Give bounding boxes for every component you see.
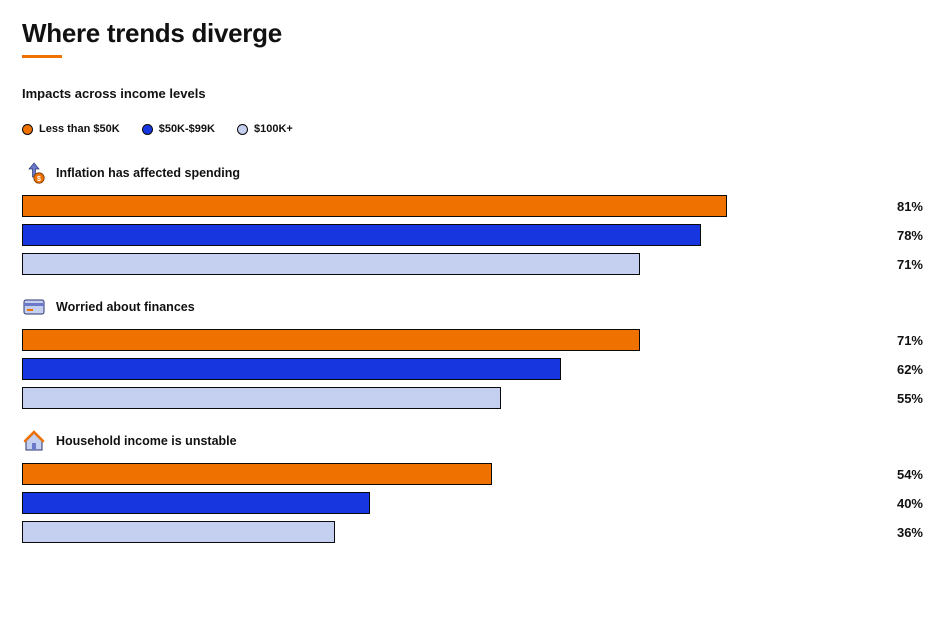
bar-fill [22, 195, 727, 217]
household-icon [22, 429, 46, 453]
bar-track [22, 463, 889, 485]
legend-swatch-1 [142, 124, 153, 135]
bar-track [22, 521, 889, 543]
bar-track [22, 387, 889, 409]
group-header-1: Worried about finances [22, 295, 923, 319]
bar-track [22, 358, 889, 380]
bar-row-1-2: 55% [22, 387, 923, 409]
bar-row-2-0: 54% [22, 463, 923, 485]
bar-row-0-1: 78% [22, 224, 923, 246]
bar-value: 81% [897, 199, 923, 214]
legend-swatch-0 [22, 124, 33, 135]
bar-track [22, 224, 889, 246]
legend-label-2: $100K+ [254, 123, 293, 135]
legend-label-1: $50K-$99K [159, 123, 215, 135]
group-header-0: $ Inflation has affected spending [22, 161, 923, 185]
bar-row-2-1: 40% [22, 492, 923, 514]
bar-value: 71% [897, 333, 923, 348]
finances-icon [22, 295, 46, 319]
bar-track [22, 195, 889, 217]
bar-value: 36% [897, 525, 923, 540]
group-label-2: Household income is unstable [56, 434, 237, 448]
bar-fill [22, 253, 640, 275]
bar-value: 62% [897, 362, 923, 377]
chart-group-2: Household income is unstable 54% 40% 36% [22, 429, 923, 543]
bar-fill [22, 358, 561, 380]
bar-track [22, 253, 889, 275]
page-title: Where trends diverge [22, 18, 923, 49]
legend-item-2: $100K+ [237, 123, 293, 135]
bar-fill [22, 329, 640, 351]
svg-text:$: $ [37, 176, 41, 183]
bar-fill [22, 492, 370, 514]
legend-item-1: $50K-$99K [142, 123, 215, 135]
bar-fill [22, 521, 335, 543]
inflation-icon: $ [22, 161, 46, 185]
bar-row-2-2: 36% [22, 521, 923, 543]
chart-group-0: $ Inflation has affected spending 81% 78… [22, 161, 923, 275]
bar-row-1-0: 71% [22, 329, 923, 351]
bar-track [22, 492, 889, 514]
bar-row-0-0: 81% [22, 195, 923, 217]
bar-row-1-1: 62% [22, 358, 923, 380]
bar-fill [22, 387, 501, 409]
legend-item-0: Less than $50K [22, 123, 120, 135]
bar-value: 78% [897, 228, 923, 243]
group-header-2: Household income is unstable [22, 429, 923, 453]
bar-row-0-2: 71% [22, 253, 923, 275]
group-label-1: Worried about finances [56, 300, 195, 314]
group-label-0: Inflation has affected spending [56, 166, 240, 180]
bar-fill [22, 463, 492, 485]
bar-value: 54% [897, 467, 923, 482]
bar-track [22, 329, 889, 351]
bar-value: 55% [897, 391, 923, 406]
bar-value: 40% [897, 496, 923, 511]
legend-swatch-2 [237, 124, 248, 135]
chart-group-1: Worried about finances 71% 62% 55% [22, 295, 923, 409]
bar-fill [22, 224, 701, 246]
legend-label-0: Less than $50K [39, 123, 120, 135]
title-underline [22, 55, 62, 58]
legend: Less than $50K $50K-$99K $100K+ [22, 123, 923, 135]
subtitle: Impacts across income levels [22, 86, 923, 101]
bar-value: 71% [897, 257, 923, 272]
